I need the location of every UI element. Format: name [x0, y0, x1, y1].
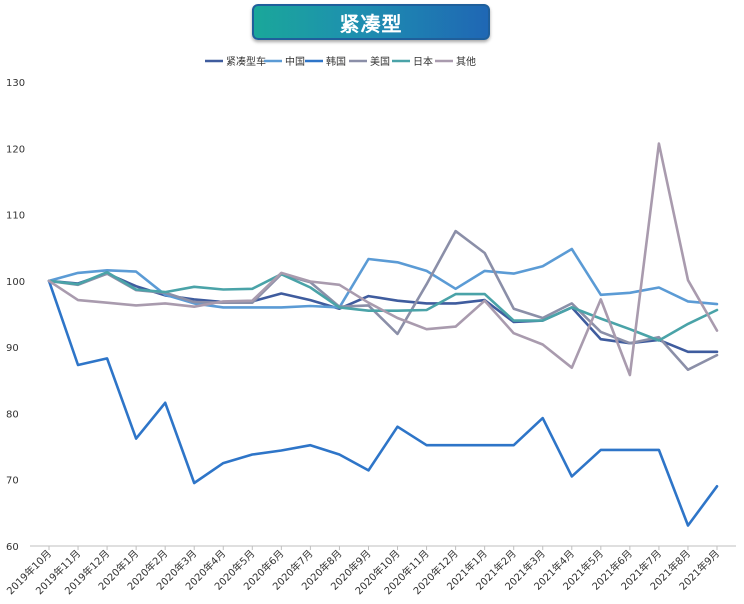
y-tick-label: 90: [6, 343, 19, 354]
legend-label: 日本: [413, 55, 433, 68]
y-tick-label: 80: [6, 409, 19, 420]
legend-label: 美国: [370, 55, 390, 68]
series-line-3: [47, 279, 719, 527]
legend-label: 中国: [285, 55, 305, 68]
legend-label: 紧凑型车: [226, 55, 266, 68]
y-tick-label: 70: [6, 476, 19, 487]
y-axis: 60 70 80 90 100 110 120 130: [6, 78, 25, 553]
series-line-6: [47, 142, 719, 377]
y-tick-label: 130: [6, 78, 25, 89]
legend-label: 其他: [456, 55, 476, 68]
legend: 紧凑型车 中国 韩国 美国 日本 其他: [205, 55, 476, 68]
legend-label: 韩国: [326, 55, 346, 68]
y-tick-label: 110: [6, 211, 25, 222]
plot-area: [47, 142, 719, 527]
chart-title: 紧凑型: [339, 11, 403, 36]
y-tick-label: 100: [6, 277, 25, 288]
x-axis: 2019年10月2019年11月2019年12月2020年1月2020年2月20…: [4, 545, 736, 597]
series-line-4: [47, 229, 719, 372]
y-tick-label: 60: [6, 542, 19, 553]
series-line-1: [47, 272, 719, 354]
y-tick-label: 120: [6, 144, 25, 155]
chart-title-badge: 紧凑型: [252, 4, 490, 40]
